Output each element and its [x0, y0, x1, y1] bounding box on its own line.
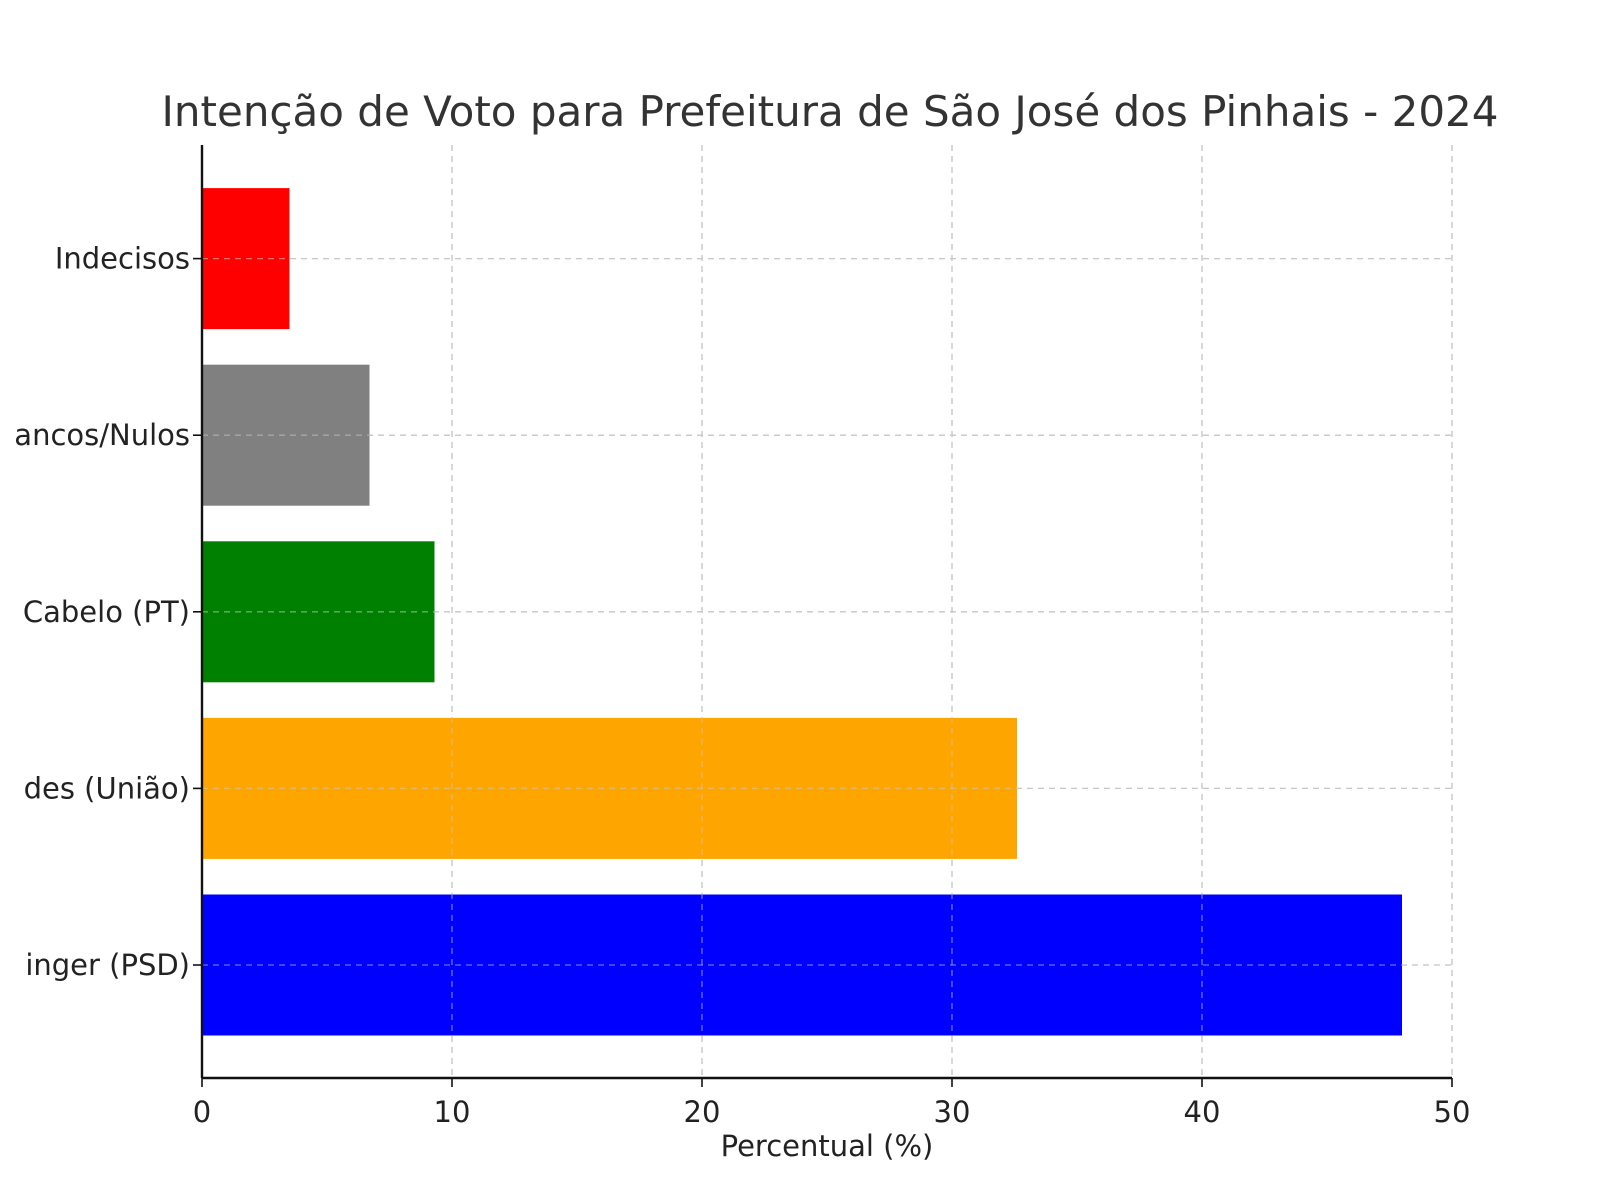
x-tick-label: 50 [1434, 1095, 1471, 1129]
y-tick-label: inger (PSD) [25, 948, 190, 982]
tick-labels: 0 10 20 30 40 50 inger (PSD) des (União) Cabelo … [14, 242, 1470, 1129]
chart-title: Intenção de Voto para Prefeitura de São … [162, 87, 1499, 136]
y-tick-label: Cabelo (PT) [23, 595, 190, 629]
x-tick-label: 0 [193, 1095, 211, 1129]
y-tick-label: ancos/Nulos [14, 418, 190, 452]
x-axis-label: Percentual (%) [721, 1129, 934, 1163]
bars [202, 145, 1453, 1078]
x-tick-label: 10 [434, 1095, 471, 1129]
axes [193, 145, 1453, 1087]
x-tick-label: 40 [1184, 1095, 1221, 1129]
x-tick-label: 30 [934, 1095, 971, 1129]
y-tick-label: des (União) [24, 771, 190, 805]
y-tick-label: Indecisos [55, 242, 190, 276]
x-tick-label: 20 [684, 1095, 721, 1129]
